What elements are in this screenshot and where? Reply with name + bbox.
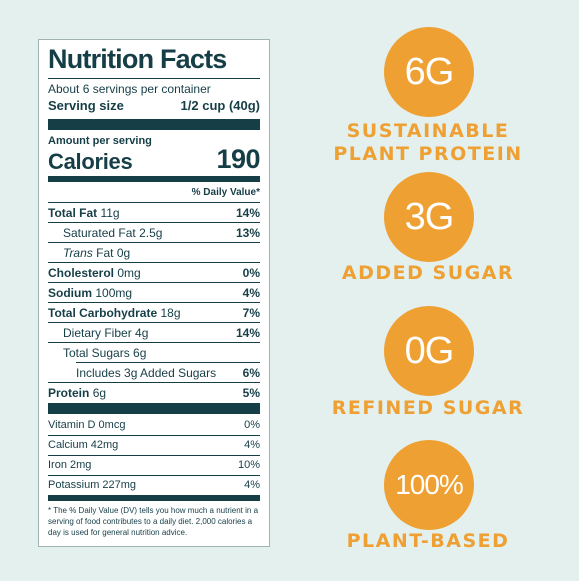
added-sugar-badge: 3G	[384, 172, 474, 262]
nutrient-dv: 5%	[242, 386, 260, 400]
nutrient-amount: 4g	[135, 326, 149, 340]
nutrient-label: Dietary Fiber	[63, 326, 132, 340]
serving-size-value: 1/2 cup (40g)	[180, 98, 260, 113]
divider	[48, 322, 260, 323]
vitamin-label: Vitamin D 0mcg	[48, 419, 126, 431]
nutrient-label: Total Carbohydrate	[48, 306, 158, 320]
nutrient-row-cholesterol: Cholesterol 0mg 0%	[48, 266, 260, 280]
vitamin-label: Calcium 42mg	[48, 439, 119, 451]
dv-header: % Daily Value*	[191, 187, 260, 198]
added-sugar-claim: ADDED SUGAR	[341, 262, 515, 284]
thick-divider	[48, 403, 260, 414]
protein-claim: SUSTAINABLE PLANT PROTEIN	[333, 120, 523, 165]
thick-divider	[48, 119, 260, 130]
nutrient-row-sodium: Sodium 100mg 4%	[48, 286, 260, 300]
nutrition-facts-label: Nutrition Facts About 6 servings per con…	[38, 39, 270, 547]
nutrient-label: Total Fat	[48, 206, 98, 220]
dv-header-row: % Daily Value*	[48, 187, 260, 198]
divider	[76, 362, 260, 363]
divider	[48, 202, 260, 203]
nutrient-label: Total Sugars	[63, 346, 130, 360]
nutrient-dv: 14%	[235, 206, 260, 220]
vitamin-label: Iron 2mg	[48, 459, 92, 471]
nutrient-row-total-sugars: Total Sugars 6g	[48, 346, 260, 360]
vitamin-dv: 4%	[244, 439, 260, 451]
nutrient-label: Cholesterol	[48, 266, 115, 280]
divider	[48, 78, 260, 79]
nutrient-label: Sodium	[48, 286, 92, 300]
vitamin-row-potassium: Potassium 227mg 4%	[48, 479, 260, 491]
divider	[48, 282, 260, 283]
nutrient-label: Saturated Fat	[63, 226, 136, 240]
servings-per-container: About 6 servings per container	[48, 82, 260, 96]
nutrient-row-dietary-fiber: Dietary Fiber 4g 14%	[48, 326, 260, 340]
amount-per-serving-text: Amount per serving	[48, 135, 152, 147]
plant-based-claim: PLANT-BASED	[346, 530, 510, 552]
calories-label: Calories	[48, 149, 133, 174]
divider	[48, 475, 260, 476]
protein-badge: 6G	[384, 27, 474, 117]
vitamin-dv: 10%	[237, 459, 260, 471]
nutrient-row-total-fat: Total Fat 11g 14%	[48, 206, 260, 220]
nutrient-dv: 4%	[242, 286, 260, 300]
nutrient-amount: 2.5g	[139, 226, 163, 240]
nutrient-amount: 6g	[133, 346, 147, 360]
vitamin-row-iron: Iron 2mg 10%	[48, 459, 260, 471]
nutrient-dv: 13%	[235, 226, 260, 240]
amount-per-serving: Amount per serving	[48, 135, 260, 147]
nutrient-row-trans-fat: Trans Fat 0g	[48, 246, 260, 260]
nutrient-row-total-carbohydrate: Total Carbohydrate 18g 7%	[48, 306, 260, 320]
vitamin-dv: 0%	[244, 419, 260, 431]
nutrient-amount: 100mg	[95, 286, 133, 300]
nutrient-amount: 0mg	[117, 266, 141, 280]
nutrient-label: Includes 3g Added Sugars	[76, 366, 217, 380]
vitamin-row-calcium: Calcium 42mg 4%	[48, 439, 260, 451]
vitamin-row-vitamin-d: Vitamin D 0mcg 0%	[48, 419, 260, 431]
divider	[48, 262, 260, 263]
nutrient-dv: 6%	[242, 366, 260, 380]
nutrient-label: Protein	[48, 386, 90, 400]
divider	[48, 382, 260, 383]
nutrient-row-saturated-fat: Saturated Fat 2.5g 13%	[48, 226, 260, 240]
nutrient-amount: 11g	[100, 206, 120, 220]
nutrient-label: Trans	[63, 246, 93, 260]
nutrient-amount: Fat 0g	[96, 246, 131, 260]
refined-sugar-claim: REFINED SUGAR	[331, 397, 525, 419]
nutrient-amount: 18g	[160, 306, 181, 320]
nutrient-row-added-sugars: Includes 3g Added Sugars 6%	[48, 366, 260, 380]
divider	[48, 342, 260, 343]
plant-based-badge: 100%	[384, 440, 474, 530]
nutrient-amount: 6g	[92, 386, 107, 400]
calories-value: 190	[216, 144, 260, 174]
divider	[48, 242, 260, 243]
divider	[48, 435, 260, 436]
vitamin-label: Potassium 227mg	[48, 479, 137, 491]
footnote: * The % Daily Value (DV) tells you how m…	[48, 506, 259, 537]
nutrient-row-protein: Protein 6g 5%	[48, 386, 260, 400]
divider	[48, 455, 260, 456]
medium-divider	[48, 495, 260, 501]
divider	[48, 302, 260, 303]
servings-text: About 6 servings per container	[48, 82, 211, 96]
refined-sugar-badge: 0G	[384, 306, 474, 396]
divider	[48, 222, 260, 223]
serving-size-row: Serving size 1/2 cup (40g)	[48, 98, 260, 113]
nutrient-dv: 0%	[242, 266, 260, 280]
vitamin-dv: 4%	[244, 479, 260, 491]
nutrient-dv: 14%	[235, 326, 260, 340]
serving-size-label: Serving size	[48, 98, 124, 113]
medium-divider	[48, 176, 260, 182]
nutrition-title: Nutrition Facts	[48, 44, 227, 74]
calories-row: Calories 190	[48, 144, 260, 175]
nutrient-dv: 7%	[242, 306, 260, 320]
